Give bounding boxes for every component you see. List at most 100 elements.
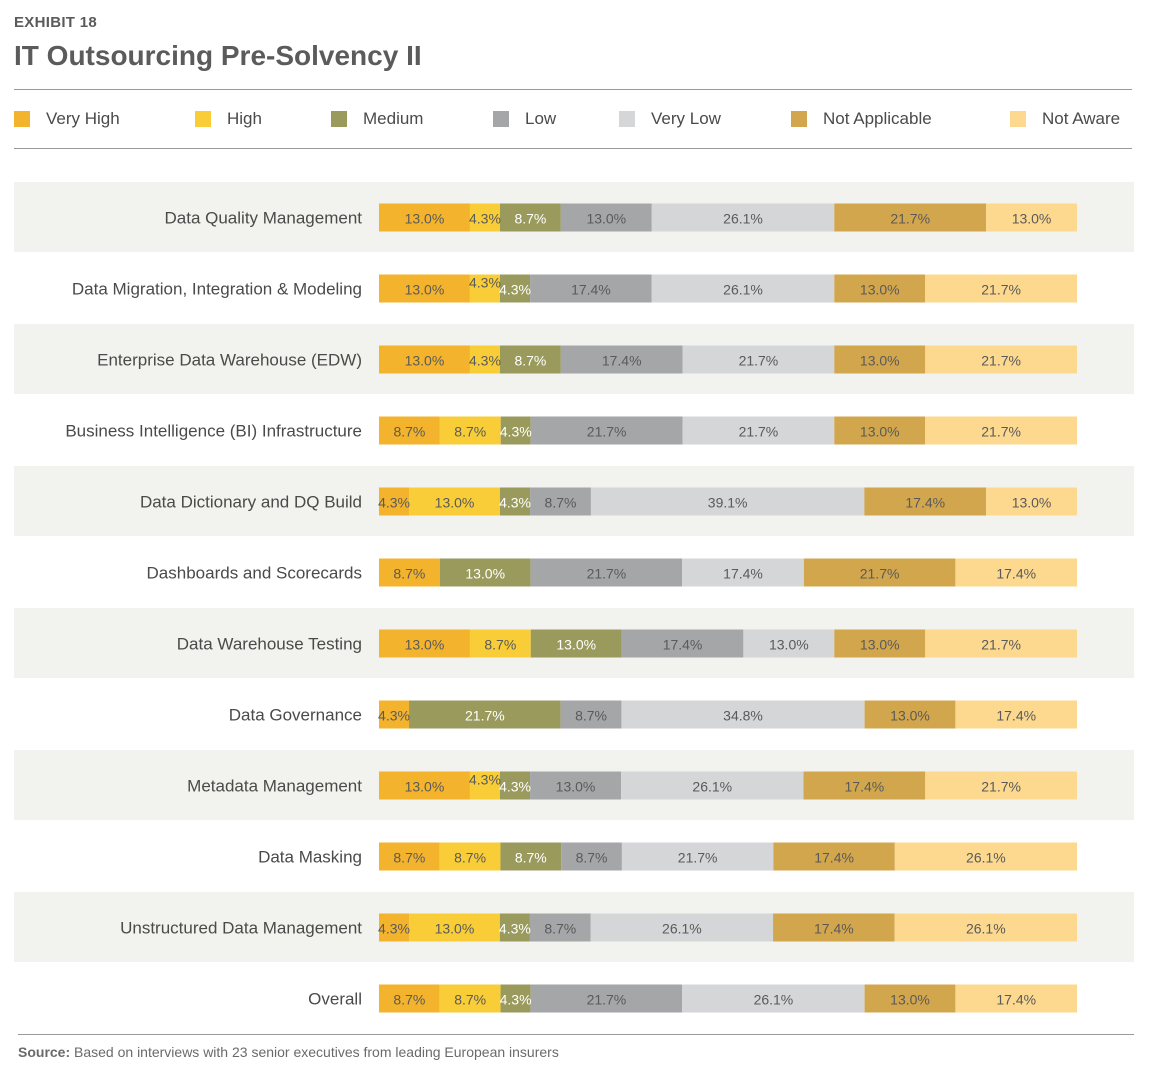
legend-item-low: Low bbox=[493, 108, 556, 130]
source-text: Based on interviews with 23 senior execu… bbox=[74, 1044, 559, 1060]
legend-label: Medium bbox=[363, 109, 424, 128]
bar-segment bbox=[925, 416, 1077, 445]
legend-swatch bbox=[1010, 111, 1026, 127]
value-label: 13.0% bbox=[860, 353, 900, 369]
chart-title: IT Outsourcing Pre-Solvency II bbox=[14, 40, 422, 71]
bar-segment bbox=[499, 274, 531, 303]
legend-swatch bbox=[493, 111, 509, 127]
value-label: 13.0% bbox=[586, 211, 626, 227]
value-label: 21.7% bbox=[739, 424, 779, 440]
value-label: 8.7% bbox=[545, 495, 577, 511]
legend-label: Low bbox=[525, 109, 557, 128]
bar-segment bbox=[439, 984, 501, 1013]
value-label: 4.3% bbox=[499, 921, 531, 937]
legend-item-high: High bbox=[195, 108, 262, 130]
value-label: 8.7% bbox=[484, 637, 516, 653]
bar-segment bbox=[560, 203, 652, 232]
bar-segment bbox=[469, 203, 500, 232]
value-label: 26.1% bbox=[723, 211, 763, 227]
bar-segment bbox=[469, 274, 500, 303]
value-label: 21.7% bbox=[465, 708, 505, 724]
value-label: 17.4% bbox=[996, 708, 1036, 724]
legend-label: Not Aware bbox=[1042, 109, 1121, 128]
bar-segment bbox=[439, 842, 501, 871]
value-label: 26.1% bbox=[692, 779, 732, 795]
value-label: 21.7% bbox=[981, 424, 1021, 440]
value-label: 21.7% bbox=[981, 282, 1021, 298]
bar-segment bbox=[955, 700, 1077, 729]
bar-segment bbox=[560, 700, 622, 729]
value-label: 8.7% bbox=[515, 850, 547, 866]
category-label: Data Governance bbox=[229, 706, 362, 725]
value-label: 13.0% bbox=[405, 779, 445, 795]
exhibit-label: EXHIBIT 18 bbox=[14, 14, 98, 31]
value-label: 21.7% bbox=[587, 992, 627, 1008]
bar-segment bbox=[500, 842, 562, 871]
value-label: 13.0% bbox=[405, 282, 445, 298]
bar-segment bbox=[955, 984, 1077, 1013]
bar-segment bbox=[530, 416, 683, 445]
top-divider bbox=[14, 89, 1132, 90]
bar-segment bbox=[925, 629, 1077, 658]
value-label: 8.7% bbox=[393, 992, 425, 1008]
value-label: 17.4% bbox=[996, 566, 1036, 582]
category-label: Data Dictionary and DQ Build bbox=[140, 493, 362, 512]
value-label: 13.0% bbox=[405, 637, 445, 653]
value-label: 13.0% bbox=[890, 708, 930, 724]
bar-segment bbox=[590, 487, 865, 516]
value-label: 17.4% bbox=[905, 495, 945, 511]
bar-segment bbox=[925, 345, 1077, 374]
value-label: 4.3% bbox=[469, 211, 501, 227]
bar-segment bbox=[743, 629, 835, 658]
bar-segment bbox=[530, 629, 622, 658]
bar-segment bbox=[409, 913, 500, 942]
bar-segment bbox=[529, 913, 591, 942]
value-label: 17.4% bbox=[602, 353, 642, 369]
bar-segment bbox=[621, 842, 774, 871]
bar-segment bbox=[409, 700, 561, 729]
value-label: 4.3% bbox=[469, 353, 501, 369]
bar-segment bbox=[651, 203, 835, 232]
bar-segment bbox=[561, 842, 622, 871]
bar-segment bbox=[986, 487, 1077, 516]
bar-segment bbox=[621, 629, 744, 658]
value-label: 8.7% bbox=[575, 708, 607, 724]
bar-segment bbox=[803, 558, 956, 587]
bar-segment bbox=[439, 416, 501, 445]
bar-segment bbox=[682, 984, 865, 1013]
bar-segment bbox=[986, 203, 1077, 232]
value-label: 34.8% bbox=[723, 708, 763, 724]
value-label: 8.7% bbox=[393, 566, 425, 582]
bar-segment bbox=[499, 345, 561, 374]
bar-segment bbox=[834, 274, 926, 303]
category-label: Data Migration, Integration & Modeling bbox=[72, 280, 362, 299]
bar-segment bbox=[864, 487, 987, 516]
category-label: Metadata Management bbox=[187, 777, 362, 796]
value-label: 13.0% bbox=[556, 637, 596, 653]
bar-segment bbox=[409, 487, 500, 516]
legend-item-not-applicable: Not Applicable bbox=[791, 108, 932, 130]
value-label: 17.4% bbox=[571, 282, 611, 298]
value-label: 13.0% bbox=[769, 637, 809, 653]
value-label: 4.3% bbox=[500, 992, 532, 1008]
value-label: 17.4% bbox=[814, 850, 854, 866]
stacked-bar-chart: Data Quality Management 13.0% 4.3% 8.7% 13.0… bbox=[14, 182, 1134, 1013]
value-label: 17.4% bbox=[814, 921, 854, 937]
value-label: 13.0% bbox=[860, 282, 900, 298]
value-label: 4.3% bbox=[378, 495, 410, 511]
bar-segment bbox=[834, 345, 926, 374]
bar-segment bbox=[925, 771, 1077, 800]
value-label: 21.7% bbox=[981, 637, 1021, 653]
value-label: 26.1% bbox=[966, 921, 1006, 937]
value-label: 13.0% bbox=[1012, 211, 1052, 227]
bar-segment bbox=[560, 345, 683, 374]
bar-segment bbox=[469, 629, 531, 658]
value-label: 21.7% bbox=[981, 353, 1021, 369]
value-label: 4.3% bbox=[500, 424, 532, 440]
value-label: 17.4% bbox=[663, 637, 703, 653]
value-label: 13.0% bbox=[556, 779, 596, 795]
bar-segment bbox=[499, 771, 531, 800]
value-label: 13.0% bbox=[435, 495, 475, 511]
bar-segment bbox=[379, 771, 470, 800]
value-label: 4.3% bbox=[378, 921, 410, 937]
